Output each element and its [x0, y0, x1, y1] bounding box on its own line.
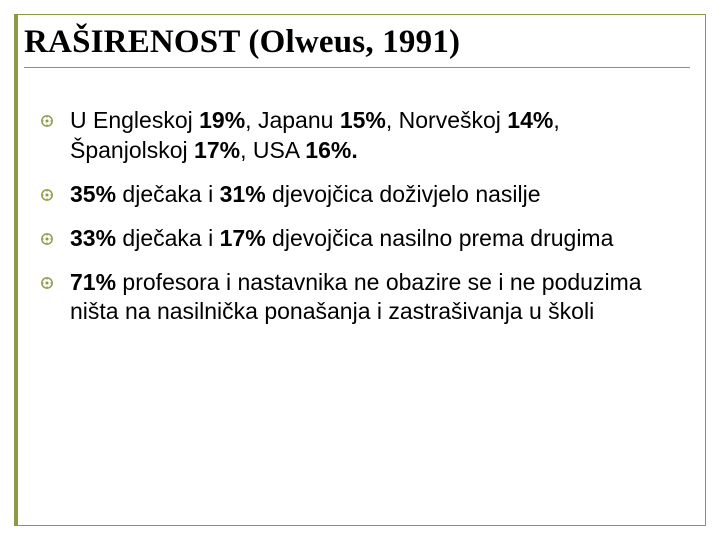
bullet-item: 35% dječaka i 31% djevojčica doživjelo n… [40, 180, 680, 210]
target-bullet-icon [40, 114, 54, 128]
target-bullet-icon [40, 276, 54, 290]
bullet-text: 35% dječaka i 31% djevojčica doživjelo n… [70, 180, 680, 210]
target-bullet-icon [40, 232, 54, 246]
bullet-item: U Engleskoj 19%, Japanu 15%, Norveškoj 1… [40, 106, 680, 166]
target-bullet-icon [40, 188, 54, 202]
bullet-item: 33% dječaka i 17% djevojčica nasilno pre… [40, 224, 680, 254]
bullet-text: U Engleskoj 19%, Japanu 15%, Norveškoj 1… [70, 106, 680, 166]
slide-title: RAŠIRENOST (Olweus, 1991) [24, 24, 690, 61]
title-container: RAŠIRENOST (Olweus, 1991) [24, 24, 690, 68]
bullet-text: 71% profesora i nastavnika ne obazire se… [70, 268, 680, 328]
bullet-item: 71% profesora i nastavnika ne obazire se… [40, 268, 680, 328]
bullet-text: 33% dječaka i 17% djevojčica nasilno pre… [70, 224, 680, 254]
content-area: U Engleskoj 19%, Japanu 15%, Norveškoj 1… [40, 106, 680, 341]
